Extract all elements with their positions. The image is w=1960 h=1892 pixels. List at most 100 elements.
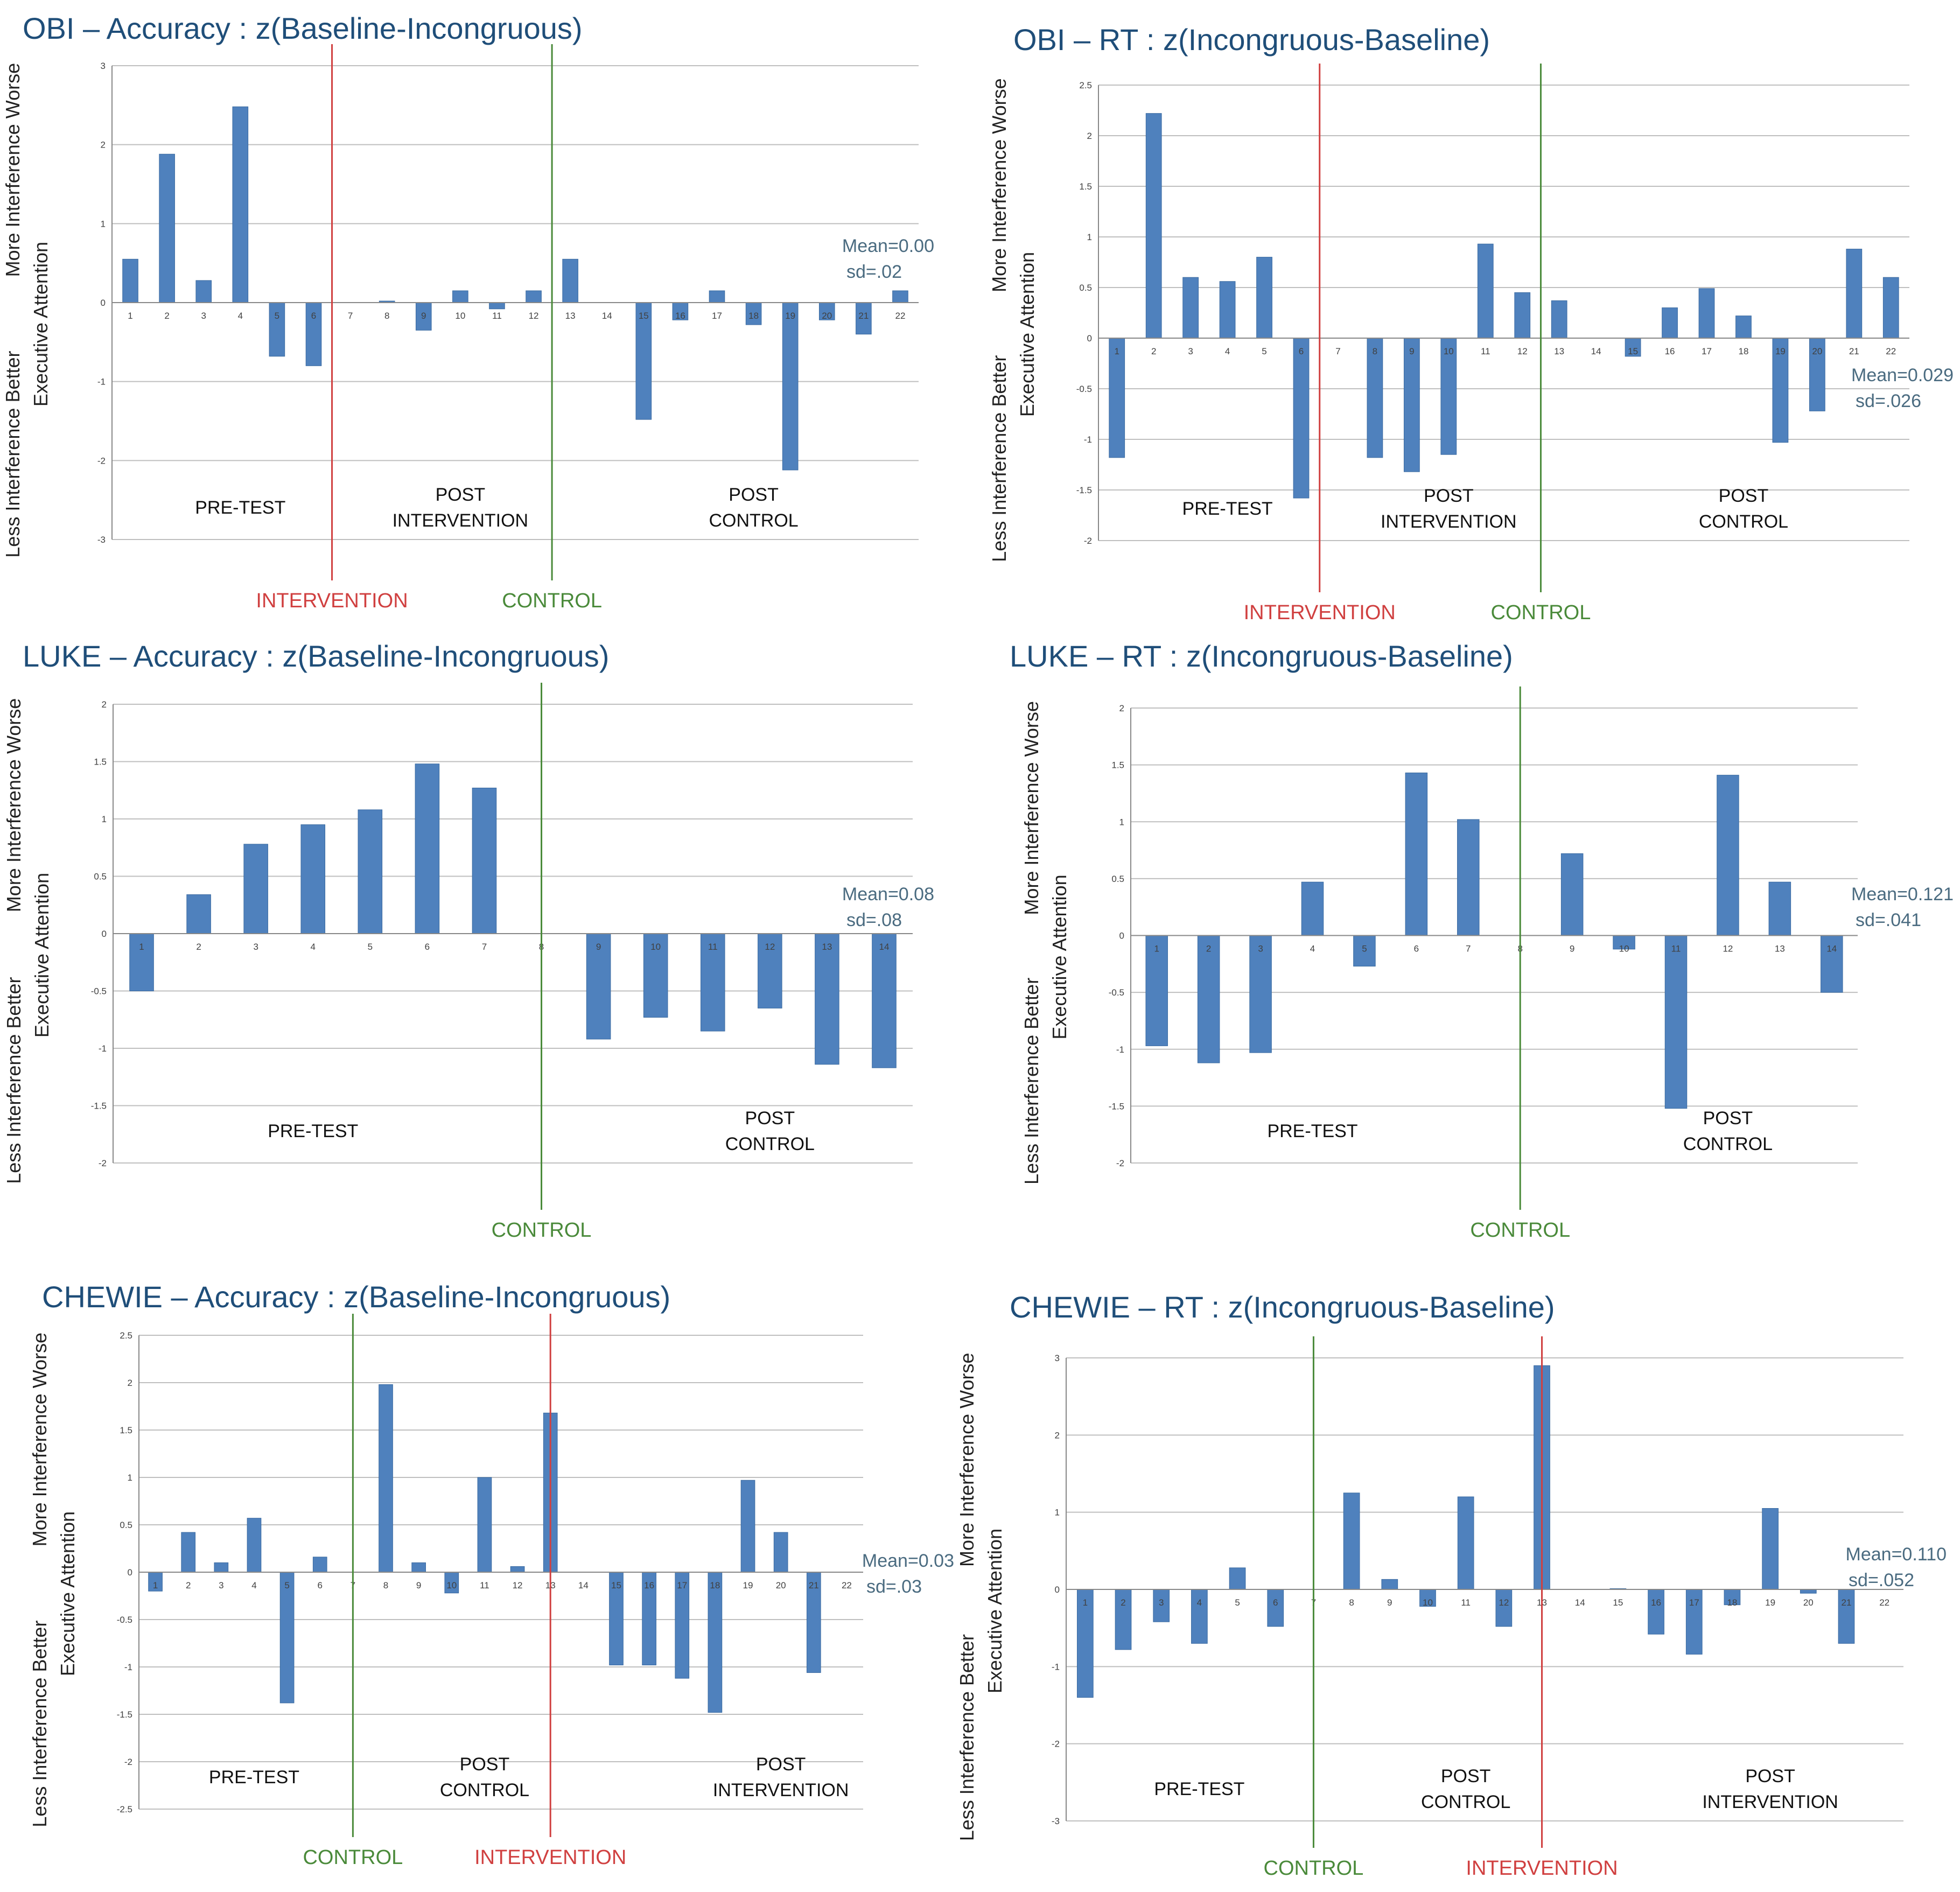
chewie-acc-bar-21 xyxy=(806,1572,821,1673)
luke-acc-x-tick: 14 xyxy=(879,942,890,952)
obi-rt-bar-16 xyxy=(1662,307,1678,339)
luke-acc-x-tick: 7 xyxy=(482,942,487,952)
obi-rt-x-tick: 11 xyxy=(1481,346,1490,356)
obi-acc-y-tick: 0 xyxy=(101,298,106,308)
obi-rt-x-tick: 6 xyxy=(1299,346,1304,356)
luke-acc-bar-11 xyxy=(700,933,725,1032)
luke-acc-ylabel-more-interference: More Interference Worse xyxy=(3,698,25,913)
luke-acc-bar-1 xyxy=(129,933,154,991)
chewie-acc-bar-20 xyxy=(773,1532,788,1573)
chewie-rt-x-tick: 9 xyxy=(1387,1597,1392,1608)
luke-rt-y-tick: 1 xyxy=(1119,817,1124,827)
obi-acc-ylabel-executive-attention: Executive Attention xyxy=(30,242,52,407)
luke-rt-title: LUKE – RT : z(Incongruous-Baseline) xyxy=(1010,639,1513,673)
obi-acc-x-tick: 14 xyxy=(602,311,612,321)
chewie-acc-sd-label: sd=.03 xyxy=(866,1576,922,1597)
obi-acc-x-tick: 3 xyxy=(201,311,206,321)
luke-rt-chart: LUKE – RT : z(Incongruous-Baseline) -2 -1.… xyxy=(1010,639,1954,1242)
luke-rt-bar-1 xyxy=(1145,935,1168,1046)
obi-rt-bar-20 xyxy=(1809,338,1825,411)
luke-rt-y-tick: 0.5 xyxy=(1111,874,1124,884)
obi-acc-x-tick: 5 xyxy=(275,311,279,321)
luke-rt-ylabel-more-interference: More Interference Worse xyxy=(1020,701,1042,915)
chewie-rt-phase-label: PRE-TEST xyxy=(1154,1779,1244,1799)
obi-rt-bar-13 xyxy=(1551,300,1567,339)
chewie-rt-phase-label: INTERVENTION xyxy=(1702,1792,1838,1812)
chewie-acc-bar-4 xyxy=(247,1518,262,1573)
obi-acc-bar-5 xyxy=(269,302,285,357)
chewie-acc-bar-1 xyxy=(148,1572,163,1592)
obi-acc-ylabel-less-interference: Less Interference Better xyxy=(2,351,24,557)
luke-rt-x-tick: 5 xyxy=(1362,944,1367,954)
chewie-acc-x-tick: 8 xyxy=(383,1580,388,1590)
chewie-acc-x-tick: 2 xyxy=(186,1580,191,1590)
obi-rt-x-tick: 20 xyxy=(1812,346,1822,356)
obi-rt-bar-5 xyxy=(1256,257,1272,339)
luke-acc-y-tick: 0.5 xyxy=(94,872,107,882)
obi-acc-x-tick: 7 xyxy=(348,311,353,321)
chewie-rt-bar-6 xyxy=(1267,1589,1284,1627)
chewie-rt-y-tick: 3 xyxy=(1055,1353,1060,1363)
obi-acc-x-tick: 22 xyxy=(895,311,905,321)
luke-rt-bar-6 xyxy=(1405,772,1428,936)
obi-rt-mean-label: Mean=0.029 xyxy=(1851,365,1954,386)
obi-acc-x-tick: 4 xyxy=(238,311,243,321)
chewie-acc-x-tick: 19 xyxy=(743,1580,753,1590)
luke-acc-bar-12 xyxy=(758,933,782,1008)
chewie-acc-bar-3 xyxy=(214,1562,229,1573)
chewie-rt-bar-10 xyxy=(1419,1589,1436,1607)
obi-rt-bar-15 xyxy=(1625,338,1641,357)
chewie-acc-ylabel-more-interference: More Interference Worse xyxy=(29,1333,51,1547)
obi-acc-x-tick: 1 xyxy=(128,311,132,321)
chewie-rt-x-tick: 12 xyxy=(1499,1597,1509,1608)
luke-rt-x-tick: 10 xyxy=(1619,944,1629,954)
luke-rt-x-tick: 7 xyxy=(1466,944,1471,954)
chewie-acc-x-tick: 6 xyxy=(318,1580,323,1590)
obi-rt-bar-17 xyxy=(1698,288,1715,339)
luke-acc-bar-6 xyxy=(415,763,440,934)
luke-acc-x-tick: 2 xyxy=(196,942,201,952)
luke-rt-x-tick: 4 xyxy=(1310,944,1315,954)
luke-rt-bar-12 xyxy=(1717,775,1739,936)
luke-rt-mean-label: Mean=0.121 xyxy=(1851,884,1954,905)
obi-rt-bar-6 xyxy=(1293,338,1310,499)
luke-rt-y-tick: -0.5 xyxy=(1109,987,1124,998)
obi-rt-bar-2 xyxy=(1145,113,1162,339)
obi-acc-bar-2 xyxy=(159,153,175,303)
obi-acc-bar-12 xyxy=(526,290,542,303)
luke-rt-bar-7 xyxy=(1457,819,1480,936)
luke-rt-bar-2 xyxy=(1197,935,1220,1063)
obi-rt-x-tick: 18 xyxy=(1738,346,1748,356)
obi-rt-y-tick: 2 xyxy=(1087,131,1092,141)
chewie-acc-x-tick: 1 xyxy=(153,1580,158,1590)
luke-rt-bar-5 xyxy=(1353,935,1376,967)
luke-acc-bar-3 xyxy=(243,844,268,934)
obi-acc-bar-1 xyxy=(122,258,138,303)
obi-rt-bar-8 xyxy=(1367,338,1383,458)
chewie-rt-ylabel-less-interference: Less Interference Better xyxy=(956,1634,978,1841)
chewie-rt-intervention-label: INTERVENTION xyxy=(1466,1857,1618,1880)
obi-rt-x-tick: 1 xyxy=(1114,346,1119,356)
chewie-rt-x-tick: 3 xyxy=(1159,1597,1164,1608)
obi-rt-y-tick: 0.5 xyxy=(1079,283,1092,293)
obi-acc-x-tick: 9 xyxy=(421,311,426,321)
obi-acc-phase-label: CONTROL xyxy=(709,510,798,531)
luke-acc-control-label: CONTROL xyxy=(492,1219,592,1242)
luke-rt-y-tick: -1.5 xyxy=(1109,1101,1124,1111)
obi-acc-phase-label: PRE-TEST xyxy=(195,497,285,518)
chewie-rt-x-tick: 18 xyxy=(1727,1597,1737,1608)
chewie-rt-bar-9 xyxy=(1381,1579,1398,1590)
luke-rt-x-tick: 6 xyxy=(1414,944,1419,954)
obi-rt-bar-11 xyxy=(1477,243,1494,339)
luke-acc-ylabel-executive-attention: Executive Attention xyxy=(31,873,53,1038)
obi-acc-x-tick: 17 xyxy=(712,311,722,321)
chewie-rt-bar-11 xyxy=(1457,1496,1474,1590)
obi-rt-bar-1 xyxy=(1109,338,1125,458)
obi-acc-x-tick: 8 xyxy=(384,311,389,321)
luke-rt-y-tick: 1.5 xyxy=(1111,760,1124,770)
chewie-acc-bar-11 xyxy=(477,1477,492,1573)
chewie-rt-x-tick: 15 xyxy=(1613,1597,1623,1608)
luke-rt-bar-10 xyxy=(1613,935,1635,950)
obi-acc-y-tick: -3 xyxy=(97,535,106,545)
chewie-rt-y-tick: 1 xyxy=(1055,1508,1060,1518)
